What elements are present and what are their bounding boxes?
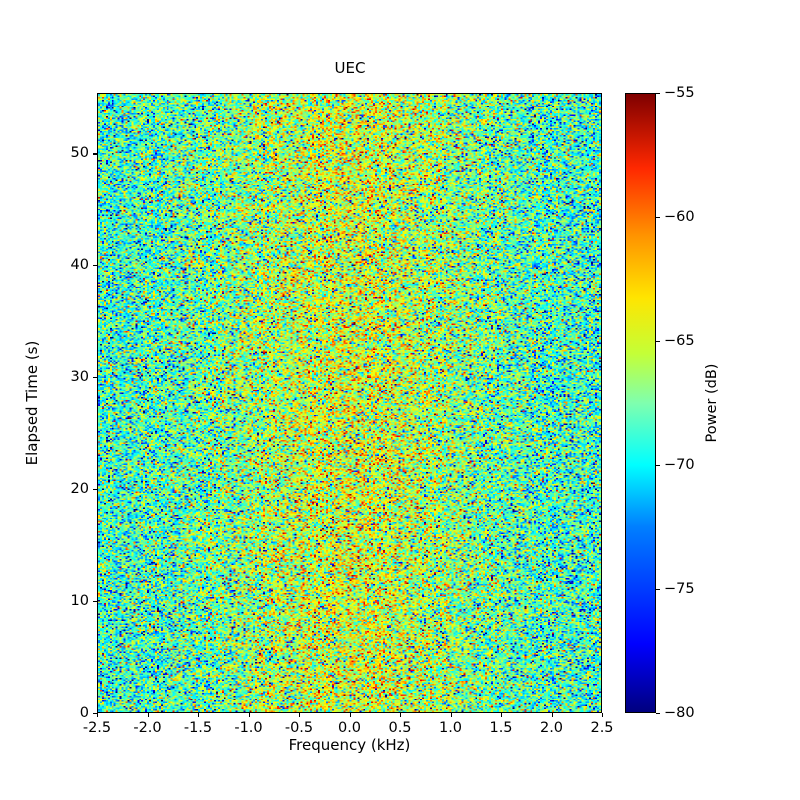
colorbar <box>625 93 656 713</box>
x-tick-mark <box>248 713 250 717</box>
colorbar-tick-label: −55 <box>664 85 695 101</box>
title-line-station: UEC <box>334 59 366 77</box>
y-tick-label: 30 <box>70 369 89 386</box>
colorbar-tick-mark <box>656 589 660 591</box>
y-tick-label: 0 <box>79 705 89 721</box>
x-tick-label: 0.5 <box>388 720 412 736</box>
x-tick-label: 1.5 <box>489 720 513 736</box>
x-tick-mark <box>501 713 503 717</box>
colorbar-label: Power (dB) <box>704 363 720 443</box>
y-tick-mark <box>93 489 97 491</box>
x-tick-label: 2.0 <box>539 720 564 736</box>
y-tick-label: 50 <box>70 145 89 162</box>
colorbar-tick-label: −65 <box>664 333 695 349</box>
x-tick-mark <box>198 713 200 717</box>
colorbar-tick-label: −70 <box>664 457 695 473</box>
y-tick-label: 40 <box>70 257 89 274</box>
x-tick-mark <box>97 713 99 717</box>
y-tick-mark <box>93 601 97 603</box>
x-axis-label: Frequency (kHz) <box>288 736 411 754</box>
x-tick-label: -2.0 <box>133 720 162 736</box>
x-tick-label: 1.0 <box>438 720 463 736</box>
x-tick-label: -1.5 <box>183 720 213 736</box>
x-tick-mark <box>349 713 351 717</box>
y-tick-mark <box>93 153 97 155</box>
y-tick-label: 20 <box>70 481 89 498</box>
colorbar-tick-mark <box>656 713 660 715</box>
x-tick-mark <box>450 713 452 717</box>
x-tick-label: -1.0 <box>234 720 263 736</box>
colorbar-tick-mark <box>656 341 660 343</box>
x-tick-mark <box>147 713 149 717</box>
colorbar-tick-label: −75 <box>664 581 695 597</box>
y-tick-mark <box>93 713 97 715</box>
colorbar-tick-label: −80 <box>664 705 695 721</box>
x-tick-mark <box>299 713 301 717</box>
colorbar-tick-mark <box>656 465 660 467</box>
y-axis-label: Elapsed Time (s) <box>23 340 41 466</box>
x-tick-label: -0.5 <box>284 720 314 736</box>
x-tick-label: 2.5 <box>590 720 614 736</box>
x-tick-mark <box>602 713 604 717</box>
x-tick-mark <box>400 713 402 717</box>
x-tick-mark <box>551 713 553 717</box>
y-tick-label: 10 <box>70 593 89 610</box>
colorbar-tick-label: −60 <box>664 209 695 225</box>
colorbar-tick-mark <box>656 217 660 219</box>
y-tick-mark <box>93 377 97 379</box>
x-tick-label: 0.0 <box>337 720 362 736</box>
spectrogram-axes <box>97 93 602 713</box>
y-tick-mark <box>93 265 97 267</box>
x-tick-label: -2.5 <box>82 720 112 736</box>
spectrogram-image <box>98 94 601 712</box>
colorbar-tick-mark <box>656 93 660 95</box>
